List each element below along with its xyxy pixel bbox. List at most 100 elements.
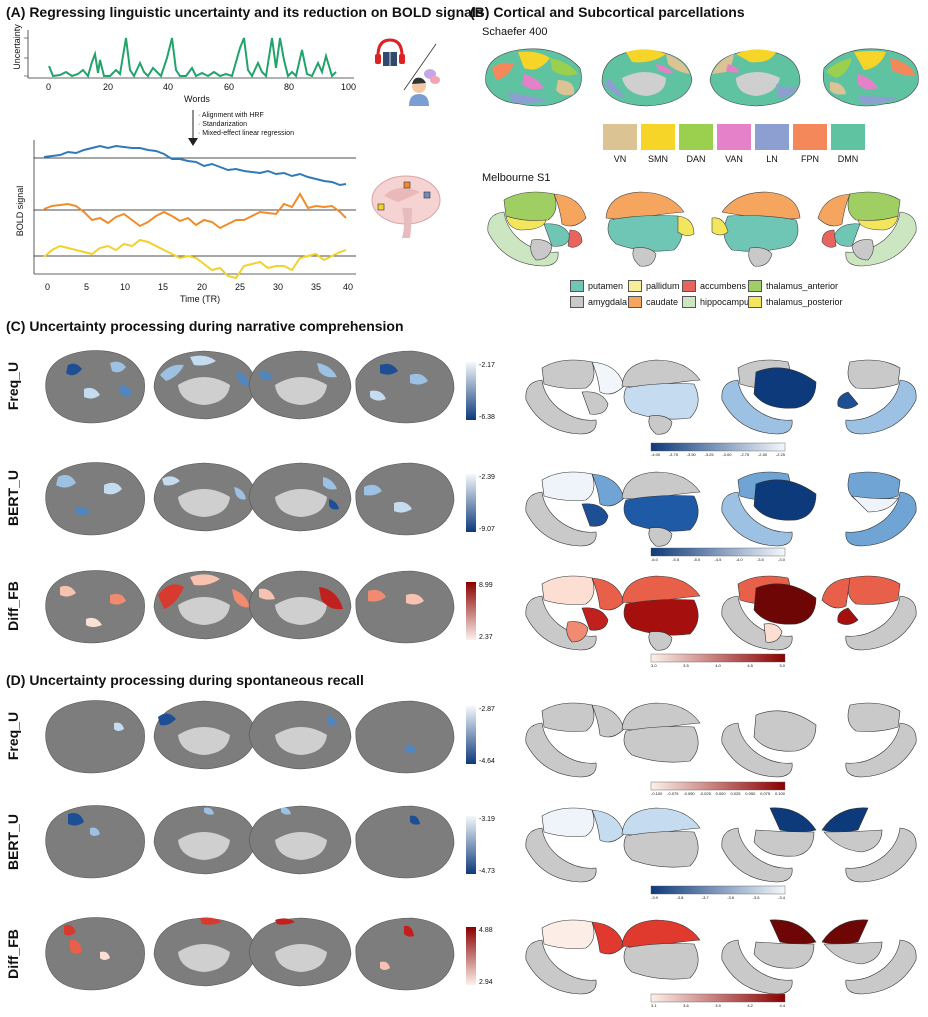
subcortical-colorbar-d3 (650, 993, 786, 1003)
bold-tick-15: 15 (158, 282, 169, 292)
legend-hippocampus: hippocampus (682, 296, 754, 308)
subcortical-d2 (525, 807, 917, 883)
swatch-smn (641, 124, 675, 150)
swatch-vn (603, 124, 637, 150)
colorbar-c2-min: -9.07 (479, 526, 495, 533)
legend-pallidum: pallidum (628, 280, 680, 292)
cortex-c1-lateral-left (45, 350, 145, 424)
cortex-d3-lateral-left (45, 917, 145, 991)
label-ln: LN (766, 154, 778, 164)
melbourne-view-3 (711, 191, 801, 267)
speaking-person-icon (409, 69, 440, 106)
legend-thalamus-anterior: thalamus_anterior (748, 280, 838, 292)
colorbar-c1-min: -6.38 (479, 414, 495, 421)
step-regression: · Mixed-effect linear regression (198, 130, 294, 137)
colorbar-d1-max: -2.87 (479, 706, 495, 713)
subcortical-ticks-c2: -6.0 -5.5 -5.0 -4.5 -4.0 -3.5 -3.0 (651, 557, 785, 562)
melbourne-view-2 (605, 191, 695, 267)
colorbar-d2-max: -3.19 (479, 816, 495, 823)
subcortical-c2 (525, 471, 917, 547)
subcortical-ticks-c1: -4.00 -3.75 -3.50 -3.25 -3.00 -2.75 -2.50 -2.25 (651, 452, 785, 457)
colorbar-d3-min: 2.94 (479, 979, 493, 986)
legend-thalamus-posterior: thalamus_posterior (748, 296, 843, 308)
cortex-d3-lateral-right (355, 917, 455, 991)
legend-accumbens: accumbens (682, 280, 746, 292)
cortex-d2-medial-right (248, 805, 352, 875)
top-xlabel: Words (184, 94, 210, 104)
label-vn: VN (613, 154, 627, 164)
bold-tick-10: 10 (120, 282, 131, 292)
legend-amygdala: amygdala (570, 296, 627, 308)
row-label-c-diff-fb: Diff_FB (5, 581, 21, 631)
label-fpn: FPN (801, 154, 819, 164)
colorbar-c3-min: 2.37 (479, 634, 493, 641)
subcortical-c1 (525, 359, 917, 435)
bold-series-orange (43, 192, 347, 230)
swatch-dmn (831, 124, 865, 150)
bold-tick-25: 25 (235, 282, 246, 292)
cortex-c1-lateral-right (355, 350, 455, 424)
cortex-c1-medial-right (248, 350, 352, 420)
row-label-c-freq-u: Freq_U (5, 361, 21, 411)
swatch-ln (755, 124, 789, 150)
cortex-d2-lateral-right (355, 805, 455, 879)
subcortical-ticks-c3: 3.0 3.5 4.0 4.5 5.0 (651, 663, 785, 668)
subcortical-ticks-d3: 3.1 3.6 3.9 4.2 4.4 (651, 1003, 785, 1008)
row-label-d-diff-fb: Diff_FB (5, 929, 21, 979)
cortex-c3-lateral-right (355, 570, 455, 644)
colorbar-d2 (466, 816, 476, 874)
colorbar-c3-max: 8.99 (479, 582, 493, 589)
row-label-c-bert-u: BERT_U (5, 470, 21, 527)
swatch-dan (679, 124, 713, 150)
cortex-c3-medial-left (153, 570, 257, 640)
subcortical-colorbar-c1 (650, 442, 786, 452)
cortex-c3-lateral-left (45, 570, 145, 644)
melbourne-view-1 (487, 191, 587, 267)
bottom-ylabel: BOLD signal (15, 185, 25, 237)
panel-a-title: (A) Regressing linguistic uncertainty an… (6, 4, 484, 20)
cortex-d3-medial-left (153, 917, 257, 987)
processing-arrow (188, 110, 198, 146)
swatch-fpn (793, 124, 827, 150)
schaefer-label: Schaefer 400 (482, 26, 548, 38)
bold-tick-35: 35 (311, 282, 322, 292)
top-tick-0: 0 (46, 82, 52, 92)
cortex-c2-lateral-left (45, 462, 145, 536)
label-van: VAN (725, 154, 743, 164)
top-tick-100: 100 (341, 82, 357, 92)
colorbar-d3-max: 4.88 (479, 927, 493, 934)
legend-caudate: caudate (628, 296, 678, 308)
panel-c-title: (C) Uncertainty processing during narrat… (6, 318, 404, 334)
brain-sagittal-icon (371, 175, 441, 238)
bold-tick-30: 30 (273, 282, 284, 292)
cortex-d1-medial-left (153, 700, 257, 770)
row-label-d-bert-u: BERT_U (5, 814, 21, 871)
bold-signal-plot (33, 140, 356, 280)
label-smn: SMN (648, 154, 668, 164)
cortex-d2-medial-left (153, 805, 257, 875)
cortex-c2-lateral-right (355, 462, 455, 536)
cortex-d1-lateral-left (45, 700, 145, 774)
step-standardization: · Standarization (198, 121, 248, 128)
top-tick-20: 20 (103, 82, 114, 92)
panel-d-title: (D) Uncertainty processing during sponta… (6, 672, 364, 688)
colorbar-c2 (466, 474, 476, 532)
schaefer-brain-medial-left (601, 49, 693, 107)
subcortical-colorbar-d1 (650, 781, 786, 791)
subcortical-ticks-d1: -0.100 -0.075 -0.050 -0.025 0.000 0.025 0.050 0… (651, 791, 785, 796)
colorbar-c2-max: -2.39 (479, 474, 495, 481)
cortex-d1-lateral-right (355, 700, 455, 774)
label-dan: DAN (686, 154, 706, 164)
schaefer-brain-lateral-right (822, 48, 919, 107)
headphones-book-icon (375, 38, 405, 66)
melbourne-label: Melbourne S1 (482, 172, 551, 184)
bold-series-blue (43, 144, 347, 187)
colorbar-d2-min: -4.73 (479, 868, 495, 875)
colorbar-c1 (466, 362, 476, 420)
cortex-c2-medial-right (248, 462, 352, 532)
top-tick-40: 40 (163, 82, 174, 92)
top-ylabel: Uncertainty (12, 24, 22, 70)
label-dmn: DMN (837, 154, 859, 164)
subcortical-ticks-d2: -3.9 -3.8 -3.7 -3.6 -3.5 -3.4 (651, 895, 785, 900)
bold-tick-40: 40 (343, 282, 354, 292)
